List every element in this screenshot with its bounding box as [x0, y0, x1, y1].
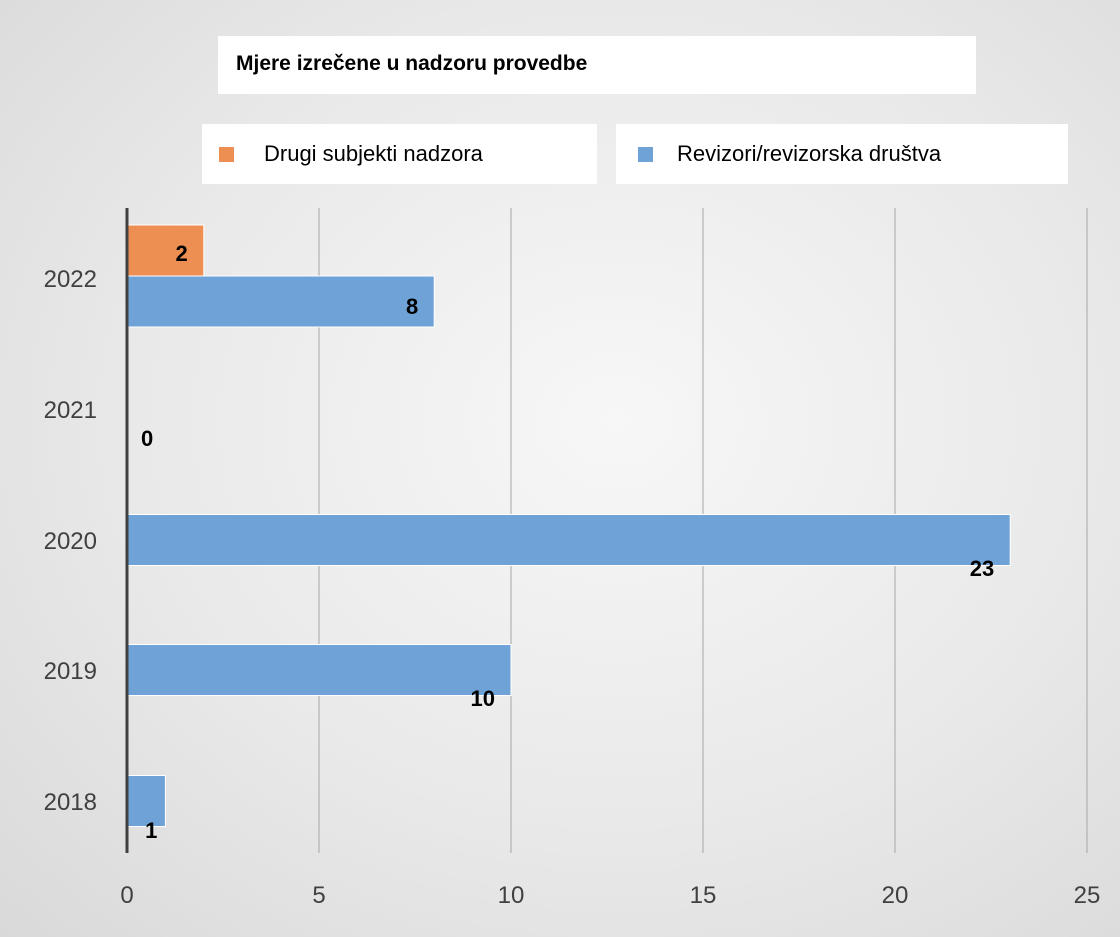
bar-revizori-2018	[126, 775, 166, 827]
legend-item-box-drugi	[202, 124, 597, 184]
x-tick-label-5: 5	[312, 882, 325, 909]
x-tick-label-25: 25	[1074, 882, 1101, 909]
title-box	[218, 36, 976, 94]
chart-title: Mjere izrečene u nadzoru provedbe	[236, 52, 588, 75]
y-tick-label-2019: 2019	[44, 658, 97, 685]
y-tick-label-2020: 2020	[44, 528, 97, 555]
bar-revizori-2022	[126, 275, 435, 328]
legend-label-drugi: Drugi subjekti nadzora	[264, 141, 483, 166]
y-tick-label-2021: 2021	[44, 397, 97, 424]
y-tick-label-2022: 2022	[44, 266, 97, 293]
legend-swatch-revizori	[638, 147, 653, 162]
x-tick-label-10: 10	[498, 882, 525, 909]
bar-drugi-2022	[126, 224, 205, 277]
data-label-2022-drugi: 2	[176, 241, 188, 266]
x-tick-label-20: 20	[882, 882, 909, 909]
x-tick-label-15: 15	[690, 882, 717, 909]
legend-swatch-drugi	[219, 147, 234, 162]
data-label-2022-revizori: 8	[406, 294, 418, 319]
data-label-2018: 1	[145, 818, 157, 843]
legend-label-revizori: Revizori/revizorska društva	[677, 141, 942, 166]
data-label-2019: 10	[471, 686, 495, 711]
y-tick-label-2018: 2018	[44, 789, 97, 816]
bar-revizori-2019	[126, 644, 512, 696]
bar-revizori-2020	[126, 514, 1011, 566]
data-label-2020: 23	[970, 556, 994, 581]
x-tick-label-0: 0	[120, 882, 133, 909]
data-label-2021: 0	[141, 426, 153, 451]
legend-item-box-revizori	[616, 124, 1068, 184]
